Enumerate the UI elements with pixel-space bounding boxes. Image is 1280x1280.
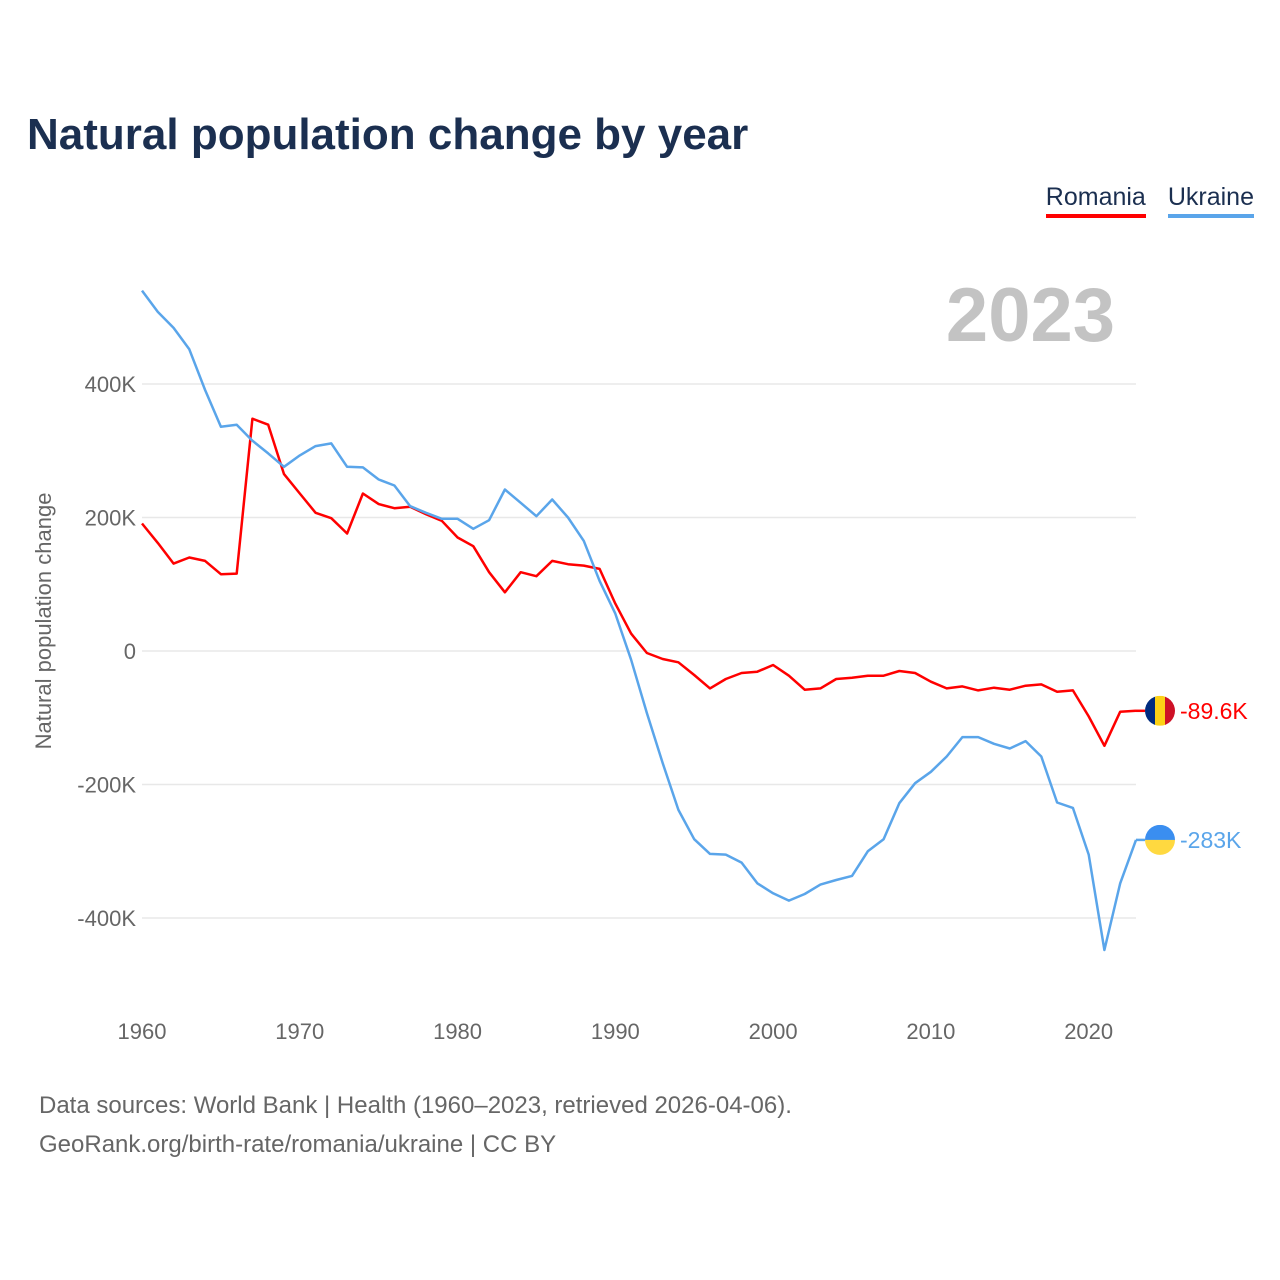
legend-item-romania[interactable]: Romania	[1045, 183, 1146, 218]
legend: Romania Ukraine	[1045, 183, 1254, 218]
x-tick-label: 1980	[433, 1019, 482, 1044]
current-year-label: 2023	[945, 273, 1115, 358]
x-tick-label: 2000	[749, 1019, 798, 1044]
x-tick-label: 1990	[591, 1019, 640, 1044]
x-tick-label: 2020	[1064, 1019, 1113, 1044]
y-axis-label: Natural population change	[31, 493, 56, 750]
ukraine-flag-icon	[1145, 824, 1175, 855]
y-tick-label: 200K	[85, 506, 137, 531]
series-line-ukraine	[140, 289, 1138, 952]
source-link[interactable]: GeoRank.org/birth-rate/romania/ukraine |…	[39, 1131, 557, 1158]
footer: Data sources: World Bank | Health (1960–…	[39, 1086, 792, 1164]
y-tick-label: -200K	[77, 773, 136, 798]
romania-flag-icon	[1145, 695, 1175, 726]
end-value-label-ukraine: -283K	[1180, 827, 1242, 853]
chart-title: Natural population change by year	[27, 110, 749, 159]
y-tick-label: 0	[124, 639, 136, 664]
x-tick-label: 2010	[906, 1019, 955, 1044]
x-tick-label: 1960	[118, 1019, 167, 1044]
legend-item-ukraine[interactable]: Ukraine	[1167, 183, 1254, 218]
data-sources-text: Data sources: World Bank | Health (1960–…	[39, 1092, 792, 1119]
series-line-romania	[141, 417, 1137, 748]
y-tick-label: 400K	[85, 372, 137, 397]
end-value-label-romania: -89.6K	[1180, 698, 1248, 724]
x-tick-label: 1970	[275, 1019, 324, 1044]
y-tick-label: -400K	[77, 906, 136, 931]
